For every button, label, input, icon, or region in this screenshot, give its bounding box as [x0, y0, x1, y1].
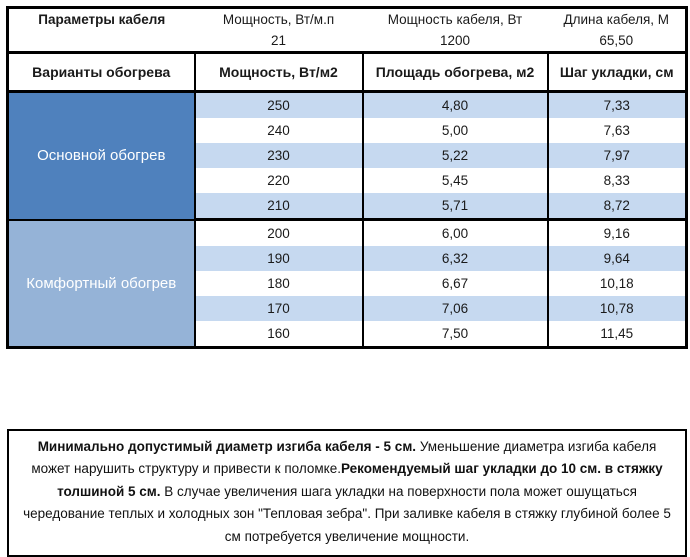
area-cell: 7,50 — [361, 321, 549, 348]
power-cell: 220 — [193, 168, 364, 193]
power-cell: 230 — [193, 143, 364, 168]
heating-area-header: Площадь обогрева, м2 — [361, 51, 549, 93]
heating-header-row: Варианты обогрева Мощность, Вт/м2 Площад… — [6, 51, 688, 93]
step-cell: 10,78 — [546, 296, 688, 321]
area-cell: 6,67 — [361, 271, 549, 296]
cable-params-values-row: 21 1200 65,50 — [7, 30, 687, 54]
table-row: 190 6,32 9,64 — [8, 246, 688, 271]
cable-params-header-row: Параметры кабеля Мощность, Вт/м.п Мощнос… — [8, 8, 687, 31]
area-cell: 5,45 — [361, 168, 549, 193]
step-cell: 7,63 — [546, 118, 688, 143]
section-label-comfort-heating: Комфортный обогрев — [6, 218, 196, 349]
power-cell: 170 — [193, 296, 364, 321]
area-cell: 6,32 — [361, 246, 549, 271]
cable-length-header: Длина кабеля, М — [563, 12, 670, 27]
note-segment-bold: Минимально допустимый диаметр изгиба каб… — [37, 439, 417, 454]
power-cell: 180 — [193, 271, 364, 296]
area-cell: 5,71 — [361, 193, 549, 220]
power-cell: 190 — [193, 246, 364, 271]
table-row: 240 5,00 7,63 — [8, 118, 688, 143]
step-cell: 8,33 — [546, 168, 688, 193]
step-cell: 8,72 — [546, 193, 688, 220]
table-row: Основной обогрев 250 4,80 7,33 — [6, 90, 688, 221]
table-row: 170 7,06 10,78 — [8, 296, 688, 321]
step-cell: 7,97 — [546, 143, 688, 168]
power-cell: 250 — [193, 91, 364, 118]
step-cell: 7,33 — [546, 91, 688, 118]
cable-power-value: 1200 — [362, 30, 548, 54]
area-cell: 4,80 — [361, 91, 549, 118]
cable-spec-table: Параметры кабеля Мощность, Вт/м.п Мощнос… — [6, 6, 688, 349]
step-cell: 11,45 — [546, 321, 688, 348]
note-segment-bold: Рекомендуемый шаг укладки до 10 см. в ст… — [57, 461, 663, 499]
table-row: 220 5,45 8,33 — [8, 168, 688, 193]
power-cell: 200 — [193, 218, 364, 246]
table-row: 180 6,67 10,18 — [8, 271, 688, 296]
heating-options-header: Варианты обогрева — [6, 51, 196, 93]
cable-params-title: Параметры кабеля — [38, 12, 166, 27]
area-cell: 5,22 — [361, 143, 549, 168]
power-cell: 160 — [193, 321, 364, 348]
step-cell: 9,64 — [546, 246, 688, 271]
note-segment: Уменьшение диаметра изгиба кабеля может … — [31, 439, 657, 477]
area-cell: 7,06 — [361, 296, 549, 321]
power-density-header: Мощность, Вт/м2 — [193, 51, 364, 93]
installation-note: Минимально допустимый диаметр изгиба каб… — [7, 429, 687, 557]
note-segment: В случае увеличения шага укладки на пове… — [23, 483, 671, 544]
table-row: 230 5,22 7,97 — [8, 143, 688, 168]
table-row: 210 5,71 8,72 — [8, 193, 688, 220]
laying-step-header: Шаг укладки, см — [546, 51, 688, 93]
cable-power-header: Мощность кабеля, Вт — [387, 12, 523, 27]
step-cell: 10,18 — [546, 271, 688, 296]
empty-cell — [7, 30, 195, 54]
power-cell: 210 — [193, 193, 364, 220]
area-cell: 6,00 — [361, 218, 549, 246]
power-cell: 240 — [193, 118, 364, 143]
cable-length-value: 65,50 — [547, 30, 687, 54]
table-row: Комфортный обогрев 200 6,00 9,16 — [6, 218, 688, 349]
step-cell: 9,16 — [546, 218, 688, 246]
section-label-main-heating: Основной обогрев — [6, 90, 196, 221]
table-row: 160 7,50 11,45 — [8, 321, 688, 348]
power-per-meter-value: 21 — [194, 30, 363, 54]
area-cell: 5,00 — [361, 118, 549, 143]
power-per-meter-header: Мощность, Вт/м.п — [222, 12, 335, 27]
